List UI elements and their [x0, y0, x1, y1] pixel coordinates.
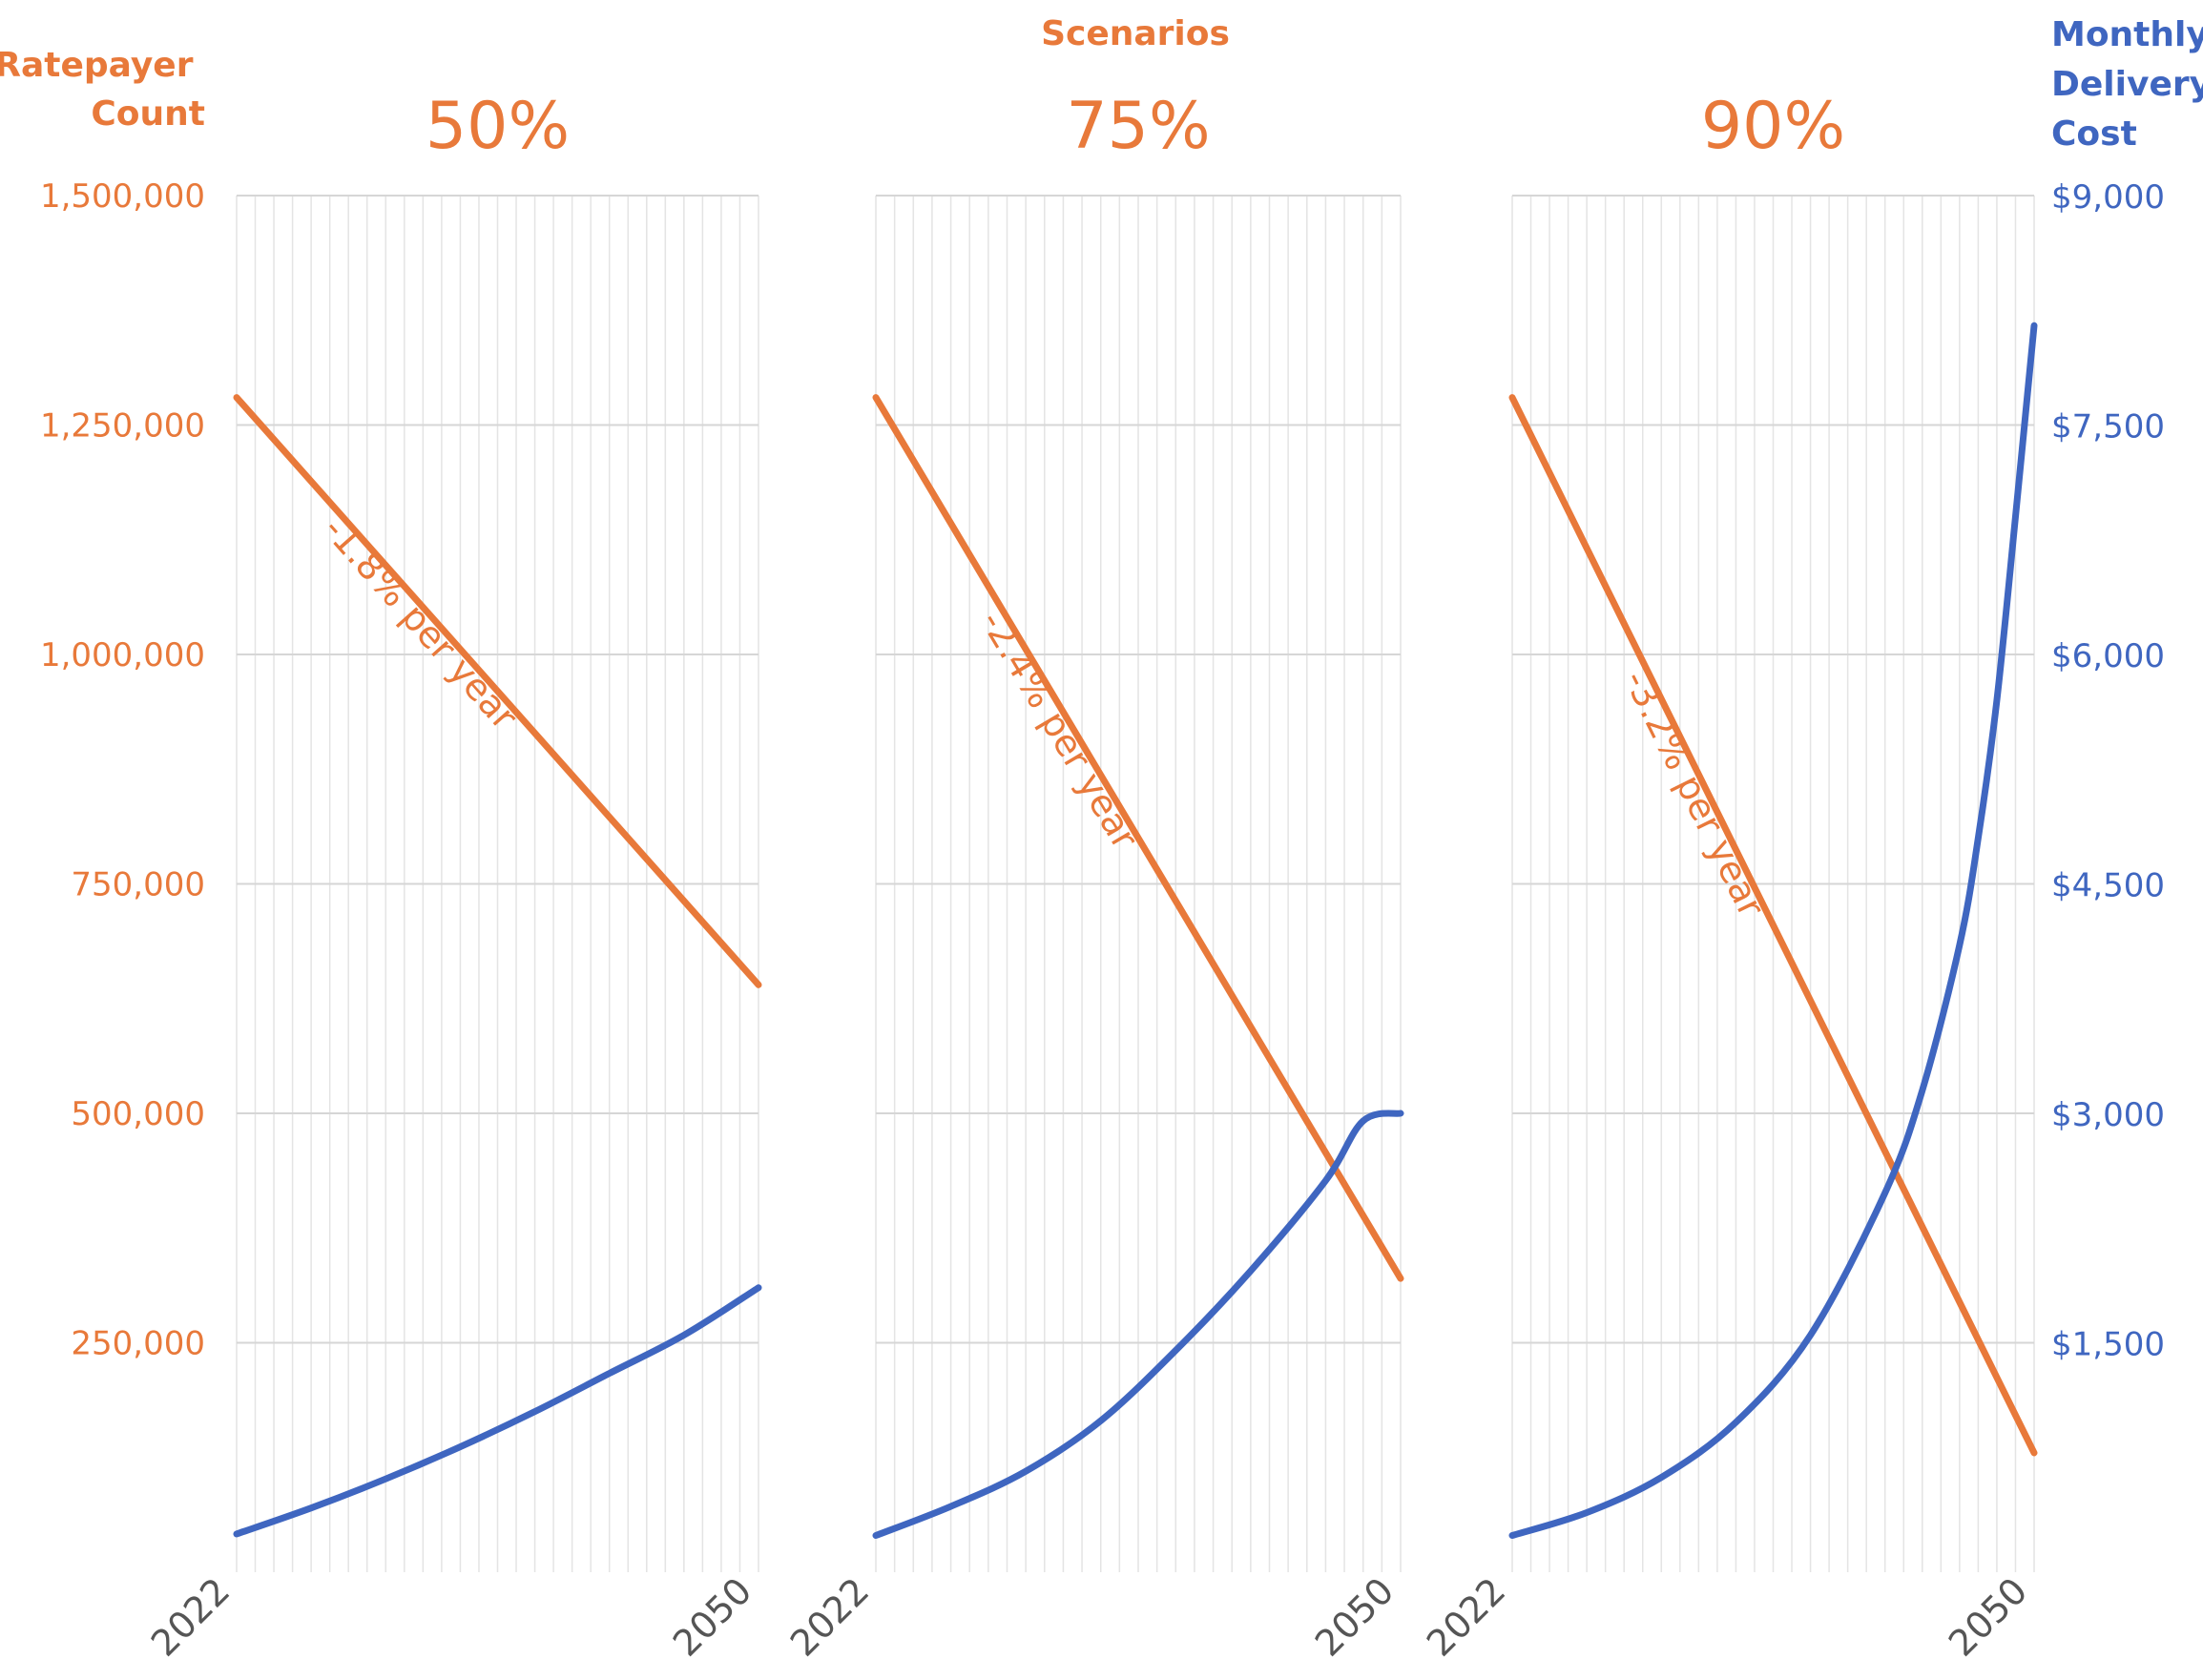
- scenario-label: 50%: [426, 89, 570, 164]
- delivery-cost-line: [1508, 321, 2038, 1540]
- left-axis-title-line-1: Ratepayer: [0, 46, 194, 85]
- left-tick-label: 1,500,000: [40, 177, 205, 216]
- right-axis-title-line-2: Delivery: [2051, 65, 2203, 104]
- right-tick-label: $3,000: [2051, 1096, 2165, 1134]
- scenario-panel: 75% -2.4% per year 2022 2050: [782, 89, 1404, 1665]
- ratepayer-count-line: [233, 394, 762, 988]
- x-tick-label: 2050: [1941, 1569, 2036, 1665]
- delivery-cost-line: [872, 1110, 1404, 1540]
- rate-label: -2.4% per year: [972, 603, 1146, 856]
- rate-label: -1.8% per year: [315, 508, 526, 738]
- scenario-label: 90%: [1701, 89, 1845, 164]
- ratepayer-count-line: [872, 394, 1404, 1282]
- left-tick-label: 500,000: [71, 1095, 205, 1133]
- right-axis-ticks: $9,000 $7,500 $6,000 $4,500 $3,000 $1,500: [2051, 178, 2165, 1364]
- right-tick-label: $9,000: [2051, 178, 2165, 217]
- scenario-panel: 50% -1.8% per year 2022 2050: [143, 89, 762, 1665]
- left-axis-title-line-2: Count: [91, 94, 205, 134]
- left-axis-title: Ratepayer Count: [0, 46, 205, 134]
- left-tick-label: 750,000: [71, 866, 205, 904]
- x-tick-label: 2022: [1419, 1569, 1514, 1665]
- right-axis-title: Monthly Delivery Cost: [2051, 15, 2203, 154]
- right-tick-label: $6,000: [2051, 637, 2165, 675]
- delivery-cost-line: [233, 1284, 762, 1538]
- right-tick-label: $7,500: [2051, 408, 2165, 446]
- left-tick-label: 1,000,000: [40, 636, 205, 674]
- x-tick-label: 2050: [665, 1569, 760, 1665]
- ratepayer-count-line: [1508, 394, 2038, 1457]
- x-tick-label: 2022: [143, 1569, 239, 1665]
- chart-title: Scenarios: [1041, 14, 1230, 53]
- x-tick-label: 2022: [782, 1569, 878, 1665]
- x-tick-label: 2050: [1307, 1569, 1403, 1665]
- right-tick-label: $4,500: [2051, 867, 2165, 905]
- left-axis-ticks: 1,500,000 1,250,000 1,000,000 750,000 500,00…: [40, 177, 205, 1363]
- right-axis-title-line-1: Monthly: [2051, 15, 2203, 54]
- left-tick-label: 250,000: [71, 1325, 205, 1363]
- right-axis-title-line-3: Cost: [2051, 114, 2137, 154]
- right-tick-label: $1,500: [2051, 1326, 2165, 1364]
- left-tick-label: 1,250,000: [40, 407, 205, 446]
- scenario-label: 75%: [1066, 89, 1210, 164]
